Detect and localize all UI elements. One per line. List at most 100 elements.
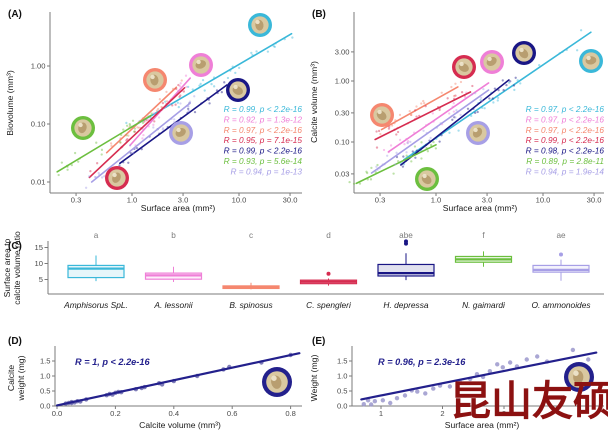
significance-letter: f <box>482 231 485 240</box>
species-photo-icon <box>579 49 603 73</box>
species-label: B. spinosus <box>229 300 273 310</box>
legend-stat-text: R = 0.92, p = 1.3e-12 <box>224 114 303 124</box>
significance-letter: b <box>171 231 176 240</box>
x-tick-label: 10.0 <box>232 196 247 205</box>
y-tick-label: 0.0 <box>337 402 348 411</box>
legend-stat-text: R = 0.97, p < 2.2e-16 <box>526 104 605 114</box>
legend-stat-text: R = 0.97, p < 2.2e-16 <box>224 125 303 135</box>
species-photo-icon <box>71 116 95 140</box>
x-tick-label: 0.2 <box>110 409 121 418</box>
regression-line <box>355 143 437 185</box>
species-photo-icon <box>466 121 490 145</box>
legend-stat-text: R = 0.99, p < 2.2e-16 <box>526 135 605 145</box>
panel-b-label: (B) <box>312 9 326 20</box>
y-tick-label: 1.0 <box>40 372 51 381</box>
scatter-series-points <box>348 140 438 185</box>
regression-line <box>387 82 490 153</box>
panel-c-y-axis-title-line1: Surface area to <box>2 238 12 297</box>
boxplot-3 <box>222 282 280 290</box>
watermark-text: 昆山友硕 <box>450 378 608 424</box>
species-photo-icon <box>105 166 129 190</box>
x-tick-label: 3.0 <box>482 196 493 205</box>
regression-line <box>105 86 178 154</box>
panel-d-plot-area: 0.0 0.2 0.4 0.6 0.8 0.0 0.5 1.0 1.5 R = 1, p < 2.… <box>40 346 302 418</box>
y-tick-label: 10 <box>35 259 43 268</box>
y-tick-label: 0.5 <box>40 387 51 396</box>
regression-line <box>56 114 152 173</box>
legend-stat-text: R = 0.89, p = 2.8e-11 <box>526 156 604 166</box>
boxplot-7 <box>532 252 590 281</box>
panel-d-label: (D) <box>8 336 22 347</box>
panel-c-label: (C) <box>8 241 22 252</box>
boxplot-4 <box>299 271 358 286</box>
significance-letter: abe <box>399 231 413 240</box>
regression-line <box>88 87 186 179</box>
panel-e-x-axis-title: Surface area (mm²) <box>445 420 520 430</box>
outlier-point <box>404 239 408 244</box>
x-tick-label: 0.8 <box>285 409 296 418</box>
legend-stat-text: R = 0.94, p = 1e-13 <box>231 166 303 176</box>
panel-b-y-axis-title: Calcite volume (mm³) <box>309 61 319 143</box>
legend-stat-text: R = 0.93, p = 5.6e-14 <box>224 156 303 166</box>
x-tick-label: 3.0 <box>178 196 189 205</box>
panel-e-y-axis-title: Weight (mg) <box>309 355 319 402</box>
x-tick-label: 1.0 <box>431 196 442 205</box>
species-label: C. spengleri <box>306 300 352 310</box>
legend-stat-text: R = 0.94, p = 1.9e-14 <box>526 166 605 176</box>
regression-line <box>370 89 490 174</box>
panel-e-plot-area: 1 2 3 0.0 0.5 1.0 1.5 R = 0.96, p = 2.3e-16 <box>337 346 604 418</box>
panel-b-x-axis-title: Surface area (mm²) <box>443 203 518 213</box>
panel-c-plot-area: 5 10 15 a Amphisorus SpL. b A. lessonii c B. spi… <box>35 231 604 310</box>
regression-line <box>55 352 301 407</box>
panel-c-ratio-boxplot: (C) Surface area to calcite volume ratio… <box>2 231 604 310</box>
y-tick-label: 0.03 <box>335 169 350 178</box>
panel-e-weight-scatter: (E) Weight (mg) Surface area (mm²) 1 2 3 0.… <box>309 336 604 430</box>
panel-d-y-axis-title-line2: weight (mg) <box>16 355 26 401</box>
legend-stat-text: R = 0.99, p < 2.2e-16 <box>224 104 303 114</box>
species-photo-icon <box>143 68 167 92</box>
y-tick-label: 0.10 <box>335 138 350 147</box>
panel-b-plot-area: 0.3 1.0 3.0 10.0 30.0 0.03 0.10 0.30 1.00 3.00 R =… <box>335 12 605 205</box>
panel-a-plot-area: 0.3 1.0 3.0 10.0 30.0 0.01 0.10 1.00 R = 0.99, p… <box>31 12 303 205</box>
outlier-point <box>559 252 563 257</box>
x-tick-label: 0.6 <box>227 409 238 418</box>
species-label: H. depressa <box>383 300 428 310</box>
x-tick-label: 1 <box>379 409 383 418</box>
y-tick-label: 3.00 <box>335 47 350 56</box>
species-photo-icon <box>452 55 476 79</box>
species-photo-icon <box>262 367 292 397</box>
species-label: A. lessonii <box>153 300 193 310</box>
species-photo-icon <box>226 78 250 102</box>
species-photo-icon <box>564 362 594 392</box>
species-photo-icon <box>480 50 504 74</box>
panel-d-y-axis-title-line1: Calcite <box>6 365 16 391</box>
outlier-point <box>326 271 331 276</box>
x-tick-label: 0.3 <box>375 196 386 205</box>
regression-line <box>90 102 192 183</box>
panel-a-biovolume-scatter: (A) Biovolume (mm³) Surface area (mm²) 0… <box>5 9 303 213</box>
species-photo-icon <box>169 121 193 145</box>
regression-line <box>374 91 472 141</box>
panel-a-y-axis-title: Biovolume (mm³) <box>5 70 15 136</box>
boxplot-2 <box>144 266 203 283</box>
species-label: N. gaimardi <box>462 300 506 310</box>
regression-line <box>400 79 510 166</box>
species-photo-icon <box>370 103 394 127</box>
x-tick-label: 0.0 <box>52 409 63 418</box>
species-photo-icon <box>248 13 272 37</box>
y-tick-label: 5 <box>39 275 43 284</box>
significance-letter: d <box>326 231 331 240</box>
regression-line <box>360 351 598 401</box>
species-photo-icon <box>415 167 439 191</box>
panel-b-calcite-volume-scatter: (B) Calcite volume (mm³) Surface area (m… <box>309 9 605 213</box>
boxplot-1 <box>67 255 125 282</box>
x-tick-label: 10.0 <box>536 196 551 205</box>
boxplot-6 <box>454 251 513 267</box>
species-photo-icon <box>189 53 213 77</box>
x-tick-label: 2 <box>440 409 444 418</box>
y-tick-label: 1.5 <box>40 357 51 366</box>
species-label: O. ammonoides <box>531 300 591 310</box>
legend-stat-text: R = 0.97, p < 2.2e-16 <box>526 114 605 124</box>
stats-annotation: R = 0.96, p = 2.3e-16 <box>378 357 466 367</box>
